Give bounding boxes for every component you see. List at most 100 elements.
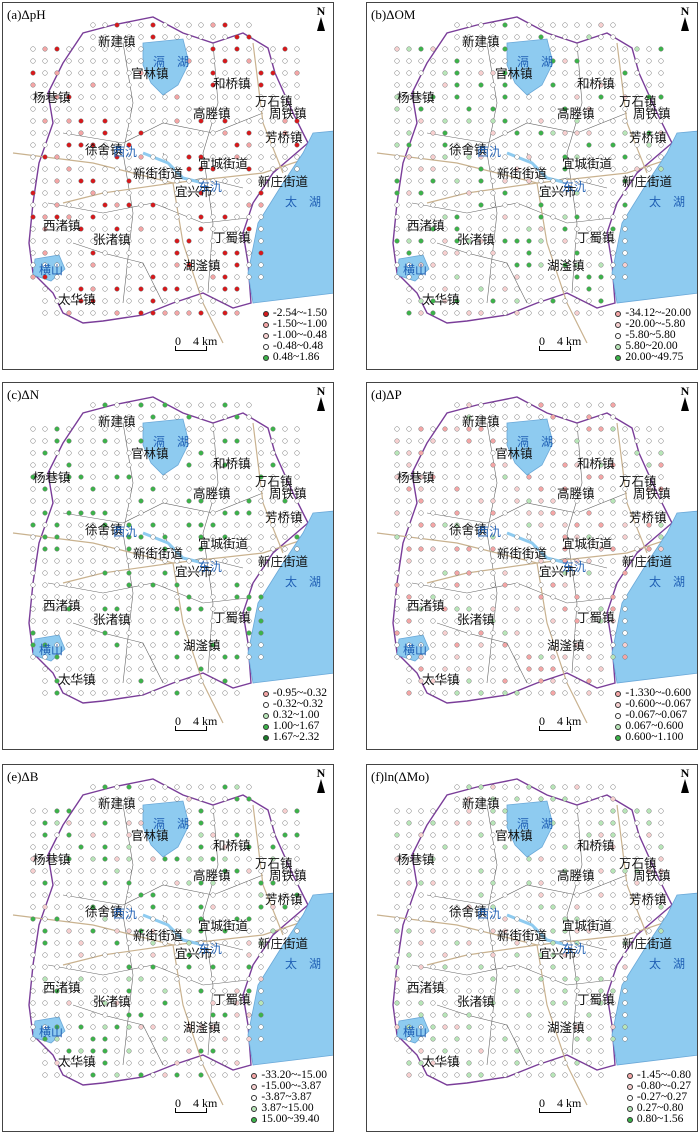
sample-point: [610, 904, 616, 910]
sample-point: [466, 904, 472, 910]
town-label: 和桥镇: [577, 839, 615, 853]
sample-point: [42, 928, 48, 934]
sample-point: [174, 238, 180, 244]
sample-point: [234, 22, 240, 28]
sample-point: [430, 262, 436, 268]
town-label: 太华镇: [422, 673, 460, 687]
scale-bar: 0 4 km: [175, 1094, 217, 1113]
sample-point: [526, 1072, 532, 1078]
sample-point: [538, 916, 544, 922]
sample-point: [550, 618, 556, 624]
sample-point: [514, 904, 520, 910]
sample-point: [54, 928, 60, 934]
sample-point: [478, 868, 484, 874]
town-label: 新建镇: [98, 35, 136, 49]
sample-point: [54, 940, 60, 946]
sample-point: [490, 1000, 496, 1006]
sample-point: [162, 796, 168, 802]
sample-point: [574, 784, 580, 790]
sample-point: [526, 310, 532, 316]
sample-point: [222, 928, 228, 934]
sample-point: [258, 154, 264, 160]
sample-point: [634, 928, 640, 934]
sample-point: [66, 298, 72, 304]
sample-point: [54, 976, 60, 982]
sample-point: [78, 286, 84, 292]
sample-point: [454, 558, 460, 564]
ge-lake-shape: [142, 418, 190, 476]
sample-point: [430, 534, 436, 540]
sample-point: [234, 832, 240, 838]
sample-point: [610, 202, 616, 208]
sample-point: [90, 190, 96, 196]
sample-point: [514, 214, 520, 220]
sample-point: [574, 94, 580, 100]
sample-point: [514, 1000, 520, 1006]
sample-point: [210, 1060, 216, 1066]
sample-point: [78, 642, 84, 648]
sample-point: [42, 214, 48, 220]
sample-point: [234, 310, 240, 316]
sample-point: [198, 522, 204, 528]
legend-swatch: [626, 1105, 633, 1112]
sample-point: [538, 904, 544, 910]
sample-point: [538, 486, 544, 492]
sample-point: [406, 274, 412, 280]
sample-point: [54, 286, 60, 292]
town-label: 周铁镇: [269, 869, 307, 883]
sample-point: [246, 166, 252, 172]
sample-point: [622, 546, 628, 552]
town-label: 芳桥镇: [629, 511, 667, 525]
sample-point: [114, 106, 120, 112]
sample-point: [90, 868, 96, 874]
sample-point: [430, 190, 436, 196]
sample-point: [574, 70, 580, 76]
sample-point: [574, 202, 580, 208]
sample-point: [198, 286, 204, 292]
sample-point: [30, 510, 36, 516]
sample-point: [574, 928, 580, 934]
sample-point: [514, 34, 520, 40]
sample-point: [198, 832, 204, 838]
sample-point: [454, 510, 460, 516]
sample-point: [502, 118, 508, 124]
sample-point: [246, 880, 252, 886]
sample-point: [210, 594, 216, 600]
sample-point: [90, 1060, 96, 1066]
sample-point: [478, 58, 484, 64]
sample-point: [550, 606, 556, 612]
sample-point: [198, 594, 204, 600]
sample-point: [198, 928, 204, 934]
sample-point: [186, 166, 192, 172]
sample-point: [162, 34, 168, 40]
sample-point: [490, 522, 496, 528]
sample-point: [126, 82, 132, 88]
sample-point: [138, 46, 144, 52]
sample-point: [126, 118, 132, 124]
sample-point: [126, 868, 132, 874]
sample-point: [490, 976, 496, 982]
sample-point: [30, 154, 36, 160]
sample-point: [466, 630, 472, 636]
sample-point: [574, 820, 580, 826]
sample-point: [490, 582, 496, 588]
sample-point: [598, 546, 604, 552]
sample-point: [78, 274, 84, 280]
sample-point: [90, 654, 96, 660]
sample-point: [598, 832, 604, 838]
sample-point: [162, 582, 168, 588]
sample-point: [174, 202, 180, 208]
sample-point: [454, 286, 460, 292]
sample-point: [514, 654, 520, 660]
sample-point: [210, 250, 216, 256]
sample-point: [162, 892, 168, 898]
sample-point: [574, 426, 580, 432]
sample-point: [406, 582, 412, 588]
legend-entry: -1.330~-0.600: [615, 687, 691, 699]
town-label: 万石镇: [619, 95, 657, 109]
sample-point: [234, 642, 240, 648]
sample-point: [234, 796, 240, 802]
sample-point: [66, 928, 72, 934]
sample-point: [586, 426, 592, 432]
legend: -0.95~-0.32 -0.32~0.32 0.32~1.00 1.00~1.67 1…: [262, 687, 327, 743]
